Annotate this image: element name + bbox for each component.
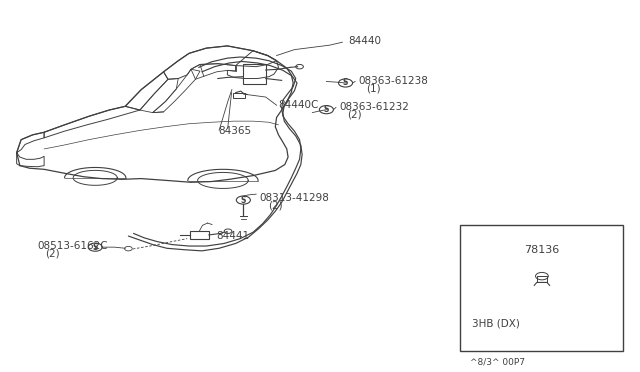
Bar xyxy=(232,93,245,98)
Text: (2): (2) xyxy=(268,200,282,210)
Text: (2): (2) xyxy=(45,248,60,259)
Text: S: S xyxy=(93,243,98,251)
Bar xyxy=(461,225,623,351)
Text: 08363-61238: 08363-61238 xyxy=(358,77,428,86)
Text: 08313-41298: 08313-41298 xyxy=(259,193,329,203)
Text: 78136: 78136 xyxy=(524,245,559,255)
Text: (2): (2) xyxy=(347,110,362,120)
Text: 84440C: 84440C xyxy=(278,100,319,110)
Text: S: S xyxy=(324,105,329,114)
Text: 3HB (DX): 3HB (DX) xyxy=(472,318,520,328)
Text: 84365: 84365 xyxy=(218,126,251,136)
Text: 84441: 84441 xyxy=(216,231,250,241)
Bar xyxy=(243,64,266,84)
Text: 08363-61232: 08363-61232 xyxy=(339,102,409,112)
Text: ^8/3^ 00P7: ^8/3^ 00P7 xyxy=(470,357,525,366)
Bar xyxy=(189,231,209,238)
Text: (1): (1) xyxy=(366,84,381,94)
Text: S: S xyxy=(343,78,348,87)
Text: 08513-6162C: 08513-6162C xyxy=(38,241,108,251)
Text: 84440: 84440 xyxy=(349,36,381,46)
Text: S: S xyxy=(241,196,246,205)
